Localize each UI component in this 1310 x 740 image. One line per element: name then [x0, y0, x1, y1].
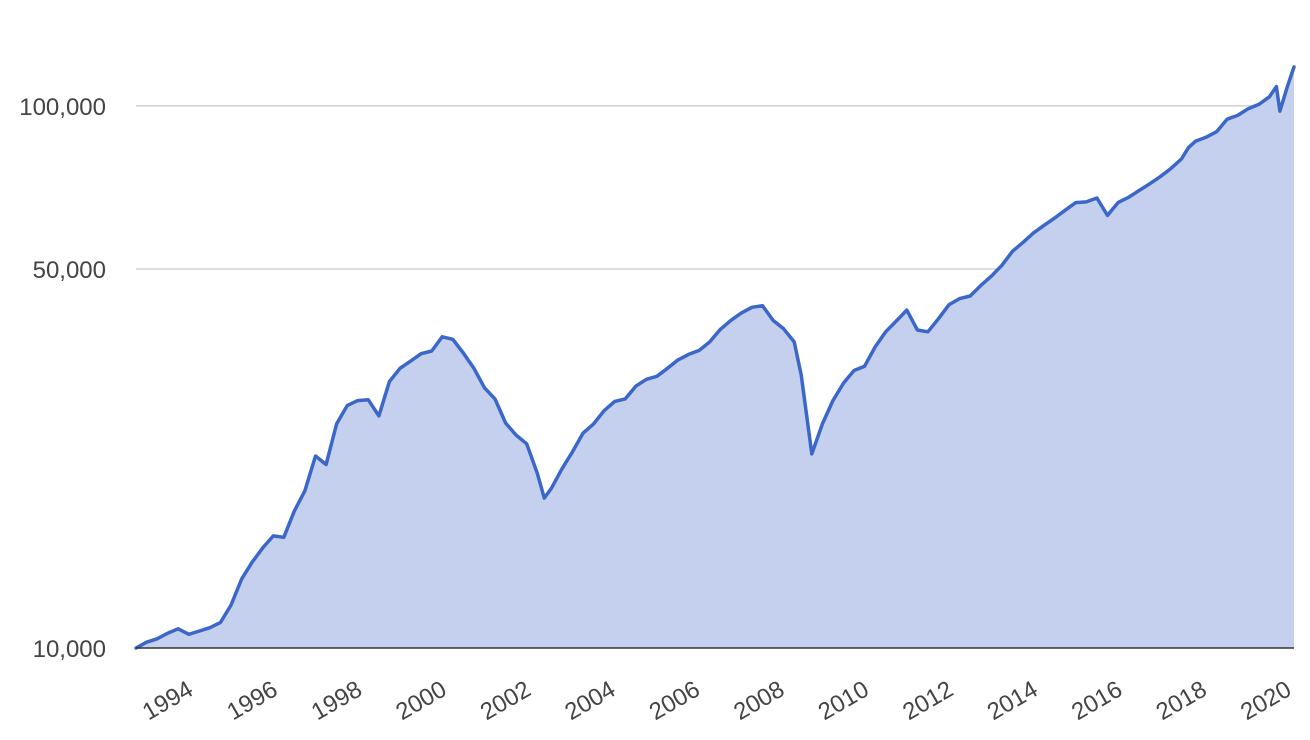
series-line	[134, 65, 1296, 650]
x-tick-label: 2000	[391, 676, 451, 726]
x-tick-label: 2008	[729, 676, 789, 726]
x-tick-label: 2020	[1236, 676, 1296, 726]
x-tick-label: 2016	[1067, 676, 1127, 726]
x-tick-label: 2014	[983, 676, 1043, 726]
x-tick-label: 2002	[476, 676, 536, 726]
x-tick-label: 1994	[138, 676, 198, 726]
area-fill	[136, 66, 1294, 648]
x-tick-label: 2012	[898, 676, 958, 726]
x-tick-label: 1998	[307, 676, 367, 726]
x-axis: 1994 1996 1998 2000 2002 2004 2006 2008 2010 2012…	[136, 647, 1296, 726]
x-tick-label: 1996	[222, 676, 282, 726]
y-tick-label: 50,000	[33, 257, 106, 284]
x-tick-label: 2018	[1152, 676, 1212, 726]
x-tick-label: 2004	[560, 676, 620, 726]
plot-area	[134, 65, 1296, 650]
y-tick-label: 10,000	[33, 636, 106, 663]
y-tick-label: 100,000	[19, 94, 106, 121]
x-tick-label: 2006	[645, 676, 705, 726]
y-axis: 10,000 50,000 100,000	[19, 94, 106, 663]
x-tick-label: 2010	[814, 676, 874, 726]
